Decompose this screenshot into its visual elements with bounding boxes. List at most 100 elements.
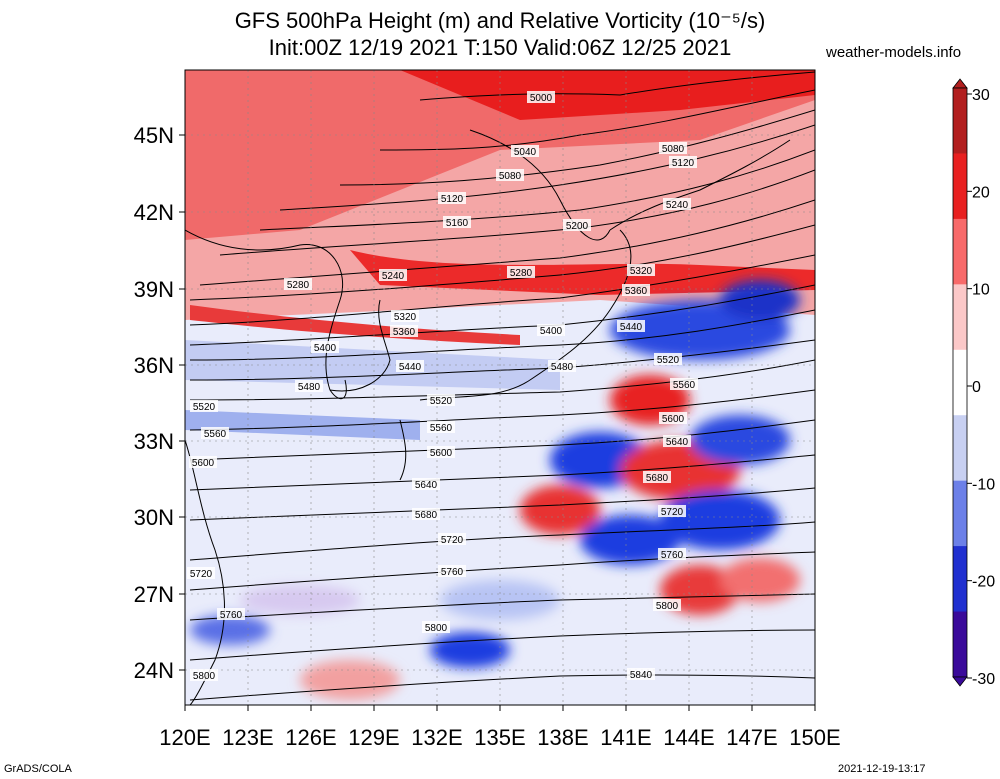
contour-label-bg [669,156,697,168]
contour-label: 5240 [666,200,689,211]
lat-tick-label: 33N [134,429,174,454]
title-line-1: GFS 500hPa Height (m) and Relative Vorti… [234,8,766,33]
contour-labels: 5000 5040 5080 5080 5120 5120 5160 5200 5240 5240… [187,91,698,682]
colorbar-label: 0 [972,379,981,396]
contour-label: 5800 [193,671,216,682]
contour-label-bg [190,400,218,412]
contour-label-bg [284,278,312,290]
colorbar-segment [953,284,967,351]
contour-label-bg [527,91,555,103]
contour-label: 5520 [193,402,216,413]
longitude-axis: 120E 123E 126E 129E 132E 135E 138E 141E 144E 147E… [159,705,841,750]
lon-tick-label: 123E [222,725,273,750]
contour-label: 5440 [620,322,643,333]
lon-tick-label: 141E [600,725,651,750]
contour-label: 5000 [530,93,553,104]
footer-left: GrADS/COLA [4,763,72,775]
lon-tick-label: 132E [411,725,462,750]
colorbar-segment [953,153,967,220]
contour-label: 5760 [661,550,684,561]
contour-label: 5080 [499,171,522,182]
contour-label: 5760 [441,567,464,578]
contour-label: 5200 [566,221,589,232]
contour-label: 5720 [441,535,464,546]
contour-label-bg [295,380,323,392]
contour-label: 5040 [514,147,537,158]
contour-label: 5280 [510,268,533,279]
colorbar-label: 20 [972,184,990,201]
colorbar-segment [953,546,967,613]
contour-label: 5160 [446,218,469,229]
contour-label-bg [670,378,698,390]
lat-tick-label: 36N [134,353,174,378]
colorbar: 30 20 10 0 -10 -20 -30 [952,78,995,688]
contour-label-bg [563,219,591,231]
contour-label: 5440 [399,362,422,373]
contour-label-bg [548,360,576,372]
contour-label: 5560 [673,380,696,391]
contour-label-bg [507,266,535,278]
colorbar-label: -10 [972,476,995,493]
contour-label-bg [187,567,215,579]
contour-label: 5560 [430,423,453,434]
contour-label-bg [659,142,687,154]
lon-tick-label: 150E [789,725,840,750]
colorbar-top-arrow [952,78,968,89]
contour-label: 5520 [430,396,453,407]
lat-tick-label: 24N [134,658,174,683]
contour-label: 5240 [382,271,405,282]
contour-label-bg [511,145,539,157]
contour-label-bg [537,324,565,336]
contour-label-bg [422,621,450,633]
contour-label: 5760 [220,610,243,621]
contour-label-bg [396,360,424,372]
contour-label: 5400 [540,326,563,337]
lon-tick-label: 129E [348,725,399,750]
site-credit: weather-models.info [826,44,962,61]
contour-label-bg [427,394,455,406]
contour-label: 5600 [662,414,685,425]
lat-tick-label: 42N [134,200,174,225]
contour-label-bg [658,548,686,560]
height-contours [189,71,815,701]
contour-label: 5320 [394,312,417,323]
contour-label-bg [190,669,218,681]
contour-label-bg [496,169,524,181]
contour-label-bg [627,264,655,276]
contour-label-bg [438,565,466,577]
lat-tick-label: 27N [134,582,174,607]
contour-label-bg [617,320,645,332]
contour-label-bg [189,456,217,468]
contour-label: 5120 [672,158,695,169]
contour-label: 5400 [314,343,337,354]
coastline [185,129,791,705]
lon-tick-label: 126E [285,725,336,750]
contour-label-bg [427,421,455,433]
lat-tick-label: 39N [134,277,174,302]
contour-label-bg [438,192,466,204]
contour-label: 5360 [625,286,648,297]
colorbar-segment [953,480,967,547]
contour-label: 5520 [657,355,680,366]
contour-label: 5560 [204,429,227,440]
contour-label-bg [412,478,440,490]
lat-tick-label: 30N [134,505,174,530]
contour-label: 5280 [287,280,310,291]
contour-label-bg [654,353,682,365]
contour-label: 5480 [551,362,574,373]
contour-label-bg [658,505,686,517]
contour-label: 5720 [190,569,213,580]
contour-label-bg [391,310,419,322]
contour-label: 5120 [441,194,464,205]
lon-tick-label: 138E [537,725,588,750]
contour-label: 5800 [656,601,679,612]
lon-tick-label: 120E [159,725,210,750]
colorbar-segment [953,349,967,416]
contour-label: 5800 [425,623,448,634]
contour-label-bg [311,341,339,353]
contour-label: 5600 [192,458,215,469]
contour-label: 5640 [415,480,438,491]
contour-label: 5600 [430,448,453,459]
contour-label: 5320 [630,266,653,277]
